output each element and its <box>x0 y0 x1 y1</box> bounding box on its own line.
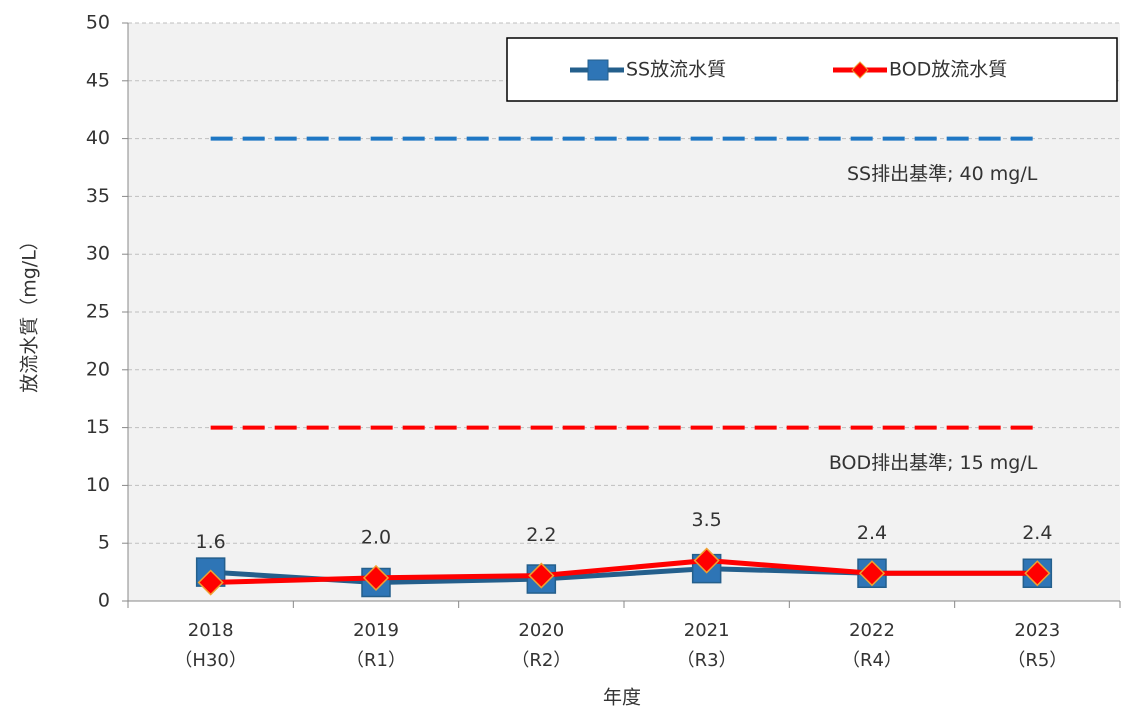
y-tick-label: 45 <box>86 69 110 91</box>
data-label: 2.0 <box>361 526 391 548</box>
x-tick-label: 2018 （H30） <box>174 620 247 671</box>
y-tick-label: 10 <box>86 474 110 496</box>
marker <box>362 564 390 591</box>
marker <box>197 569 224 596</box>
y-tick-label: 35 <box>86 185 110 207</box>
legend-label: BOD放流水質 <box>889 59 1007 81</box>
data-label: 2.2 <box>526 524 556 546</box>
x-axis-label: 年度 <box>603 687 641 709</box>
x-tick-label: 2019 （R1） <box>346 620 406 671</box>
marker <box>528 562 555 589</box>
y-tick-label: 15 <box>86 416 110 438</box>
legend-marker <box>587 59 609 81</box>
data-label: 3.5 <box>692 509 722 531</box>
data-label: 2.4 <box>1022 522 1052 544</box>
x-tick-label: 2020 （R2） <box>511 620 572 671</box>
marker <box>858 560 886 587</box>
legend-marker <box>851 61 869 79</box>
data-label: 1.6 <box>196 531 226 553</box>
y-tick-label: 5 <box>98 532 110 554</box>
series-line <box>210 558 1038 586</box>
y-tick-label: 50 <box>86 12 110 34</box>
data-label: 2.4 <box>857 522 887 544</box>
legend-label: SS放流水質 <box>626 59 726 81</box>
y-tick-label: 0 <box>98 590 110 612</box>
marker <box>1024 560 1051 587</box>
marker <box>693 547 720 574</box>
x-tick-label: 2023 （R5） <box>1007 620 1068 671</box>
y-tick-label: 25 <box>86 301 110 323</box>
y-tick-label: 40 <box>86 127 110 149</box>
y-tick-label: 30 <box>86 243 110 265</box>
reference-label: BOD排出基準; 15 mg/L <box>829 452 1038 474</box>
x-tick-label: 2022 （R4） <box>842 620 902 671</box>
x-tick-label: 2021 （R3） <box>676 620 737 671</box>
y-axis-label: 放流水質（mg/L） <box>19 231 41 393</box>
y-tick-label: 20 <box>86 358 110 380</box>
reference-label: SS排出基準; 40 mg/L <box>847 163 1038 185</box>
legend: SS放流水質 BOD放流水質 <box>506 37 1118 102</box>
